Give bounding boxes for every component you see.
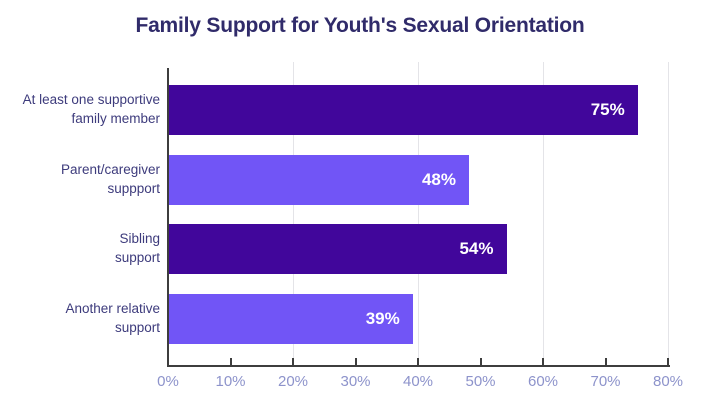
x-axis-tick [167, 358, 169, 365]
category-label: Sibling support [18, 230, 160, 268]
x-axis-tick [417, 358, 419, 365]
category-label-line: support [114, 320, 160, 335]
x-tick-label: 40% [402, 373, 434, 390]
category-label-line: At least one supportive [22, 92, 160, 108]
x-axis-tick [479, 358, 482, 365]
x-tick-label: 50% [465, 373, 496, 390]
x-axis-line [167, 365, 670, 367]
category-label: Parent/caregiver suppport [18, 161, 160, 199]
category-label-line: support [114, 250, 160, 266]
x-axis-tick [604, 358, 607, 365]
x-axis-tick [292, 358, 294, 365]
bar: 48% [169, 154, 469, 205]
x-tick-label: 70% [590, 373, 621, 390]
category-label: At least one supportive family member [18, 91, 160, 129]
bar-value-label: 75% [590, 100, 625, 119]
gridline [418, 62, 419, 367]
x-tick-label: 0% [157, 373, 179, 390]
category-label-line: Parent/caregiver [60, 161, 160, 177]
bar: 54% [169, 224, 507, 275]
bar-value-label: 48% [421, 169, 456, 189]
category-label: Another relative support [18, 300, 160, 338]
category-label-line: Another relative [65, 301, 160, 317]
chart-title: Family Support for Youth's Sexual Orient… [135, 14, 585, 37]
x-axis-tick [542, 358, 544, 365]
x-tick-label: 60% [527, 373, 559, 390]
category-label-line: suppport [107, 180, 160, 196]
x-tick-label: 80% [652, 373, 684, 390]
gridline [668, 62, 669, 367]
x-tick-label: 10% [215, 373, 246, 390]
y-axis-line [167, 68, 169, 366]
x-tick-label: 30% [340, 373, 371, 390]
category-label-line: Sibling [119, 231, 160, 247]
category-label-line: family member [71, 111, 160, 126]
bar: 75% [169, 85, 638, 135]
x-tick-label: 20% [277, 373, 309, 390]
x-axis-tick [229, 358, 232, 365]
x-axis-tick [667, 358, 669, 365]
bar-value-label: 39% [365, 309, 400, 328]
gridline [293, 62, 294, 367]
gridline [543, 62, 544, 367]
bar-value-label: 54% [459, 239, 494, 259]
bar: 39% [169, 294, 413, 344]
x-axis-tick [354, 358, 357, 365]
